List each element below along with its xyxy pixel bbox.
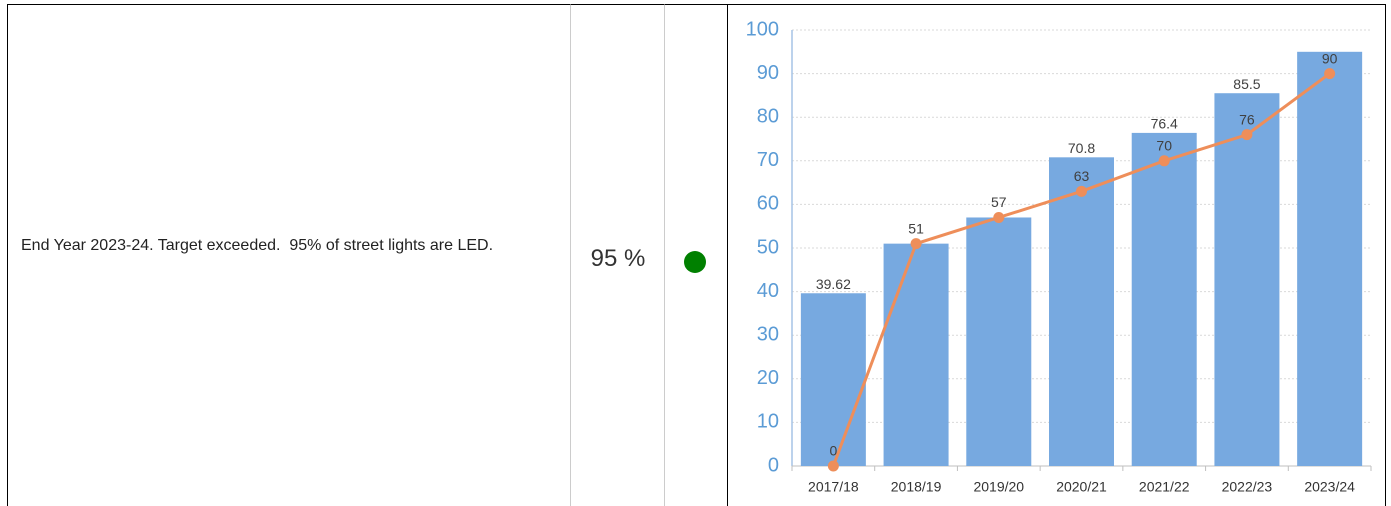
line-point (1076, 185, 1087, 197)
line-point (1241, 129, 1253, 141)
line-point (910, 238, 922, 250)
chart-cell (727, 4, 1386, 506)
description: End Year 2023-24. Target exceeded. 95% o… (21, 237, 494, 254)
y-tick-label: 20 (757, 367, 779, 389)
x-tick-label: 2023/24 (1304, 479, 1355, 495)
x-tick-label: 2021/22 (1139, 479, 1190, 495)
status-dot (684, 251, 706, 273)
line-point (1158, 155, 1170, 167)
description-cell: End Year 2023-24. Target exceeded. 95% o… (7, 4, 570, 506)
bar (800, 293, 866, 466)
line-label: 90 (1322, 50, 1338, 66)
line-label: 0 (829, 443, 837, 459)
x-tick-label: 2020/21 (1056, 479, 1107, 495)
x-tick-label: 2022/23 (1222, 479, 1273, 495)
bar (1049, 157, 1114, 466)
y-tick-label: 0 (768, 454, 779, 476)
y-tick-label: 60 (757, 193, 779, 215)
line-label: 76 (1239, 111, 1255, 127)
y-tick-label: 70 (757, 149, 779, 171)
y-tick-label: 10 (757, 411, 779, 433)
line-label: 51 (908, 220, 924, 236)
y-tick-label: 100 (746, 18, 779, 40)
x-tick-label: 2017/18 (808, 479, 859, 495)
line-label: 57 (991, 194, 1007, 210)
y-tick-label: 50 (757, 236, 779, 258)
bar-label: 85.5 (1233, 76, 1260, 92)
value: 95 % (590, 245, 646, 272)
line-point (827, 460, 839, 472)
line-label: 70 (1156, 138, 1172, 154)
line-point (1324, 68, 1336, 80)
value-cell: 95 % (570, 4, 664, 506)
bar (1214, 93, 1280, 466)
line-label: 63 (1074, 168, 1090, 184)
bar (1297, 51, 1363, 467)
y-tick-label: 40 (757, 280, 779, 302)
bar (1131, 132, 1197, 466)
x-tick-label: 2018/19 (891, 479, 942, 495)
y-tick-label: 80 (757, 105, 779, 127)
bar-label: 76.4 (1151, 116, 1178, 132)
y-tick-label: 90 (757, 62, 779, 84)
bar (966, 217, 1032, 466)
x-tick-label: 2019/20 (973, 479, 1024, 495)
line-point (993, 211, 1005, 223)
bar (883, 243, 949, 466)
status-cell (664, 4, 727, 506)
bar-label: 39.62 (816, 276, 851, 292)
bar-label: 70.8 (1068, 140, 1095, 156)
y-tick-label: 30 (757, 323, 779, 345)
